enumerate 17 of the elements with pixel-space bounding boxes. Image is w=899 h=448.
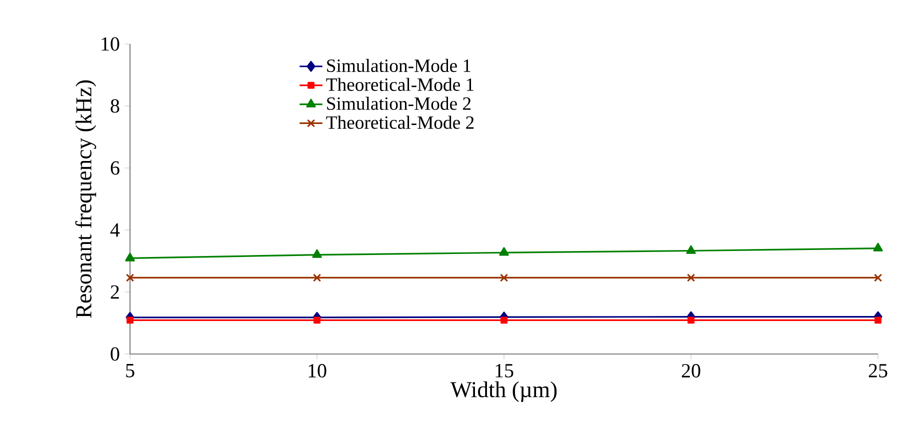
y-axis-title: Resonant frequency (kHz)	[75, 80, 96, 318]
legend-label: Simulation-Mode 1	[327, 58, 470, 72]
x-tick-label: 20	[682, 364, 700, 378]
y-tick-label: 6	[110, 161, 120, 175]
y-tick-label: 10	[102, 37, 120, 51]
y-tick-label: 4	[110, 223, 120, 237]
x-axis-title: Width (µm)	[450, 381, 557, 402]
y-tick-label: 8	[110, 99, 120, 113]
x-tick-label: 10	[308, 364, 326, 378]
legend-label: Theoretical-Mode 1	[326, 78, 474, 91]
x-tick-label: 15	[496, 364, 514, 378]
y-tick-label: 0	[110, 347, 120, 361]
y-tick-label: 2	[110, 285, 119, 299]
legend-label: Simulation-Mode 2	[327, 96, 471, 110]
x-tick-label: 25	[868, 364, 888, 378]
legend-label: Theoretical-Mode 2	[326, 116, 474, 129]
x-tick-label: 5	[126, 364, 134, 378]
